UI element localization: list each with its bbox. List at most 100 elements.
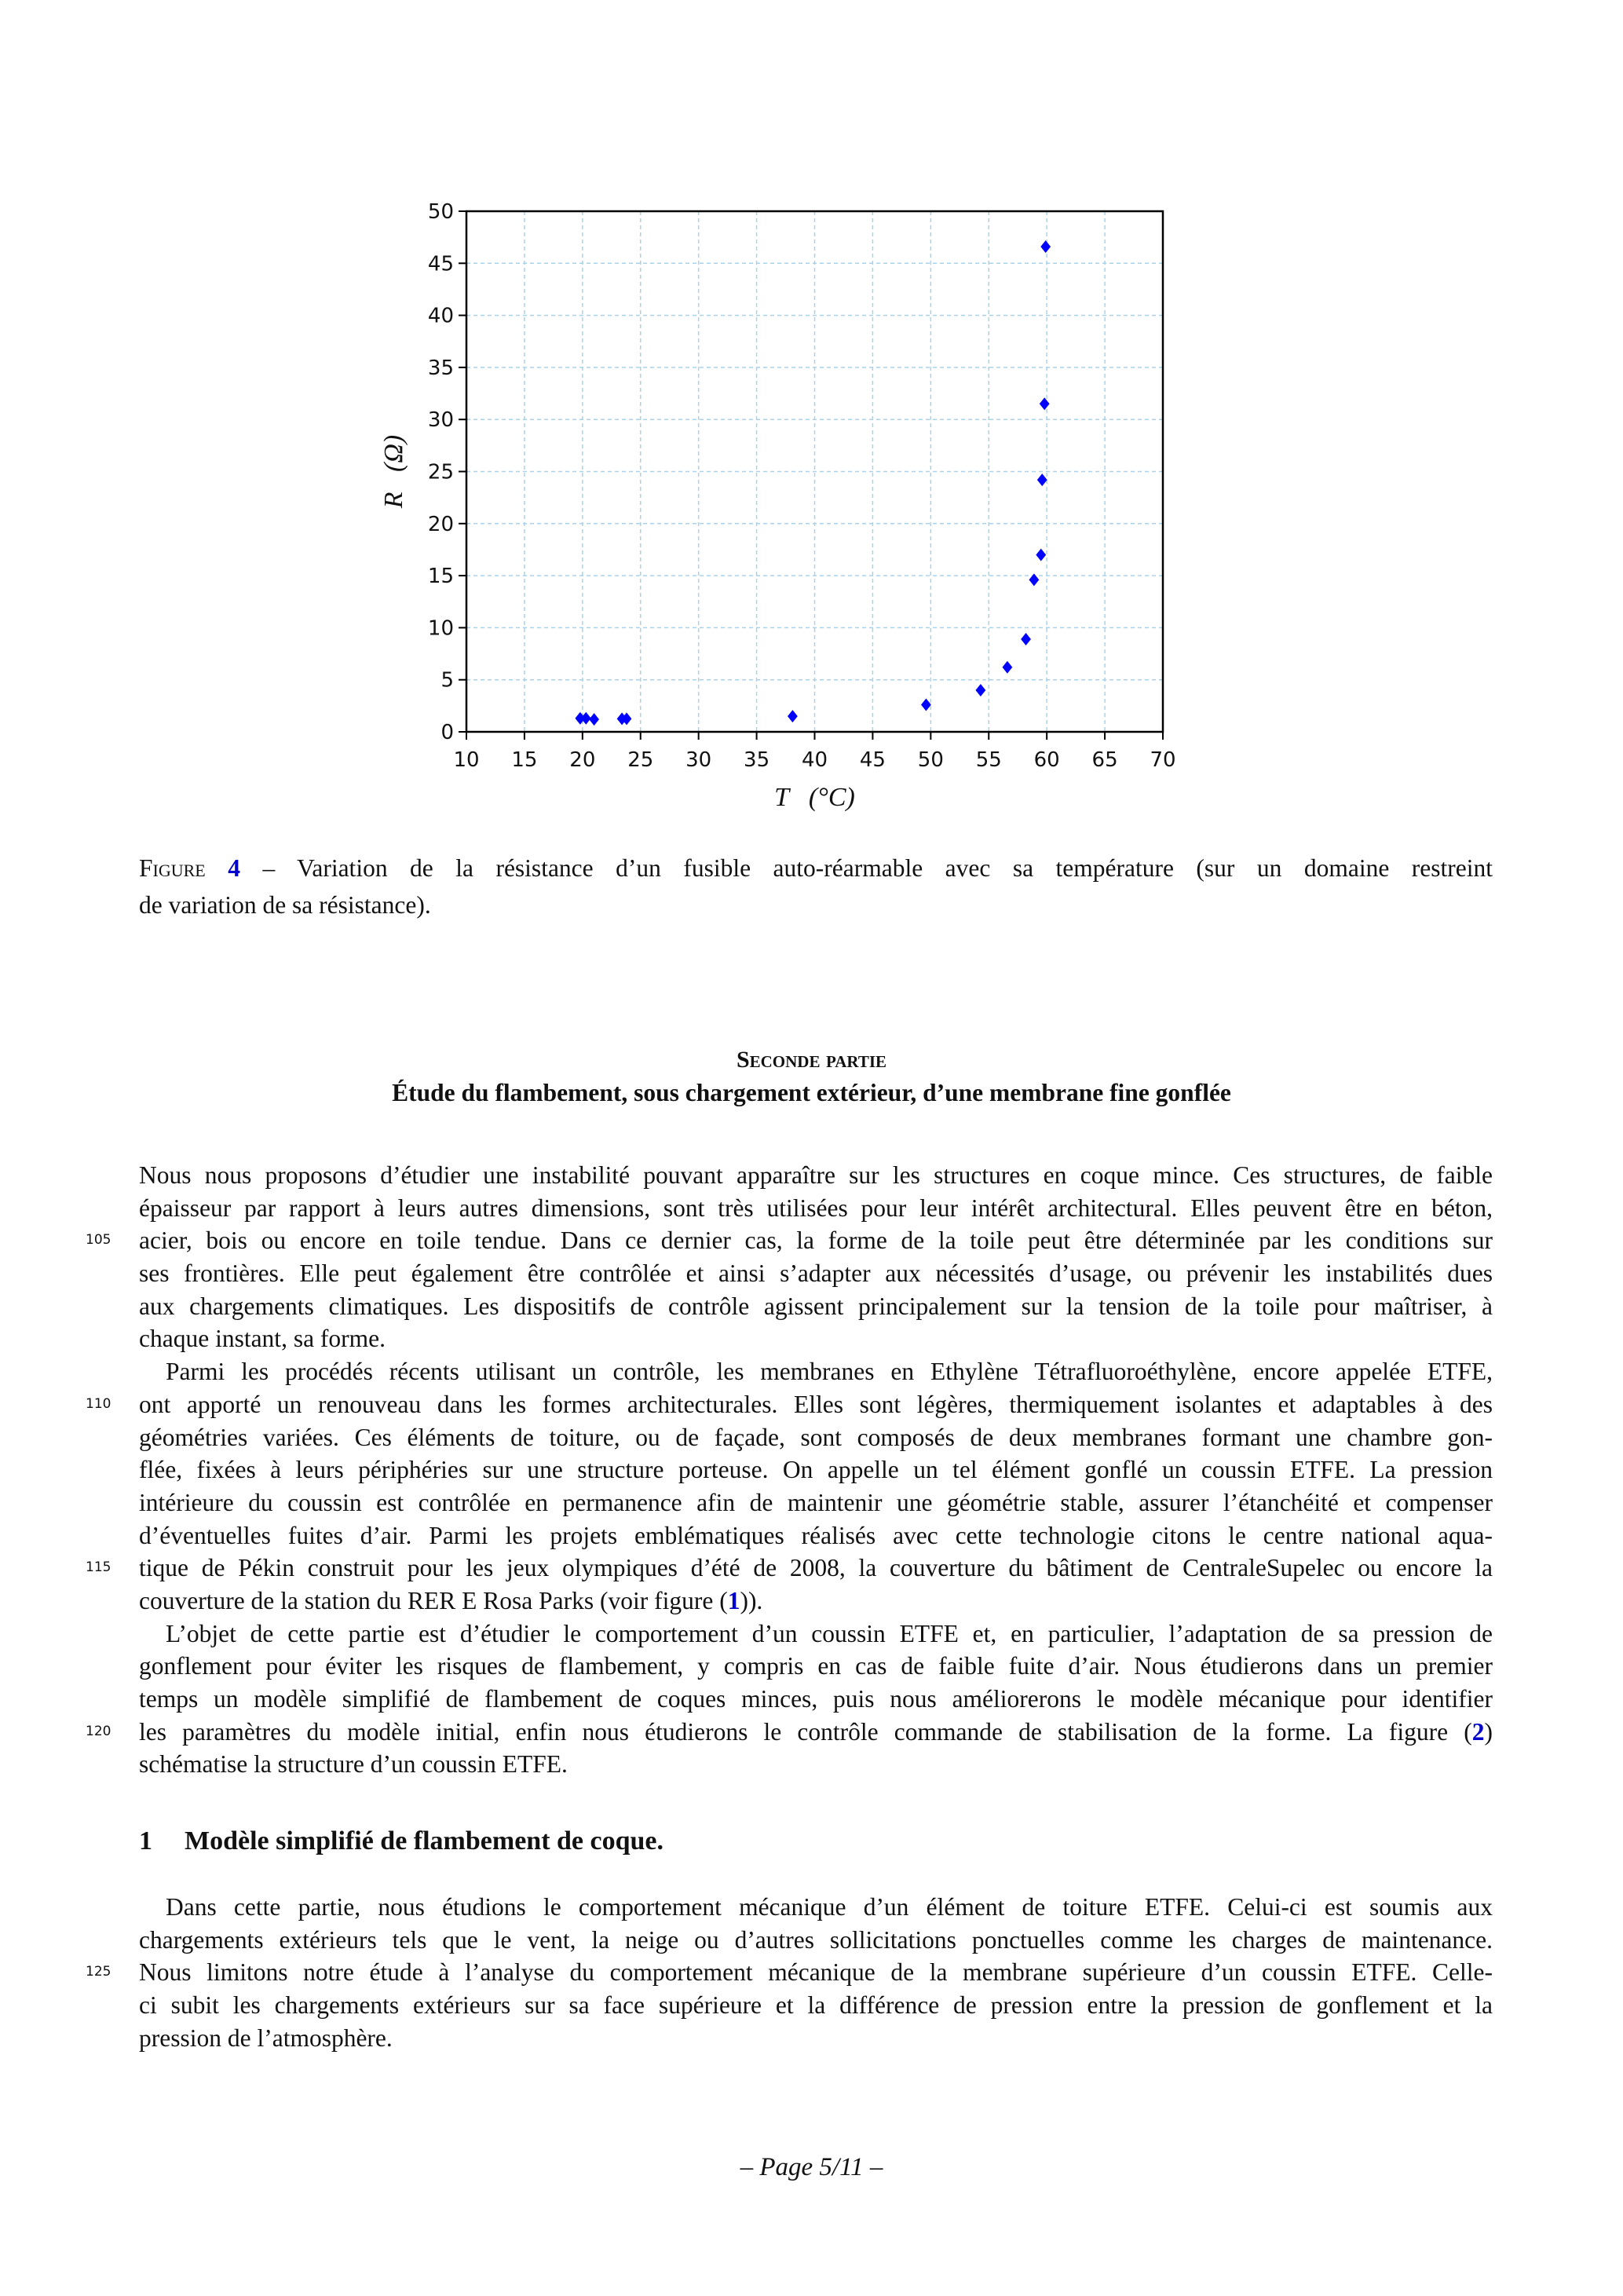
y-tick-label: 5 [440, 669, 454, 693]
data-point [788, 710, 798, 723]
section-text: Dans cette partie, nous étudions le comp… [86, 1891, 1493, 2055]
caption-text: de variation de sa résistance). [139, 891, 431, 919]
text-line: couverture de la station du RER E Rosa P… [139, 1585, 1493, 1618]
text-line: les paramètres du modèle initial, enfin … [86, 1716, 1493, 1749]
x-axis-label: T (°C) [774, 783, 855, 812]
part-title: Étude du flambement, sous chargement ext… [392, 1079, 1231, 1106]
line-text: chargements extérieurs tels que le vent,… [139, 1925, 1493, 1954]
section-title: Modèle simplifié de flambement de coque. [185, 1826, 664, 1855]
line-text: flée, fixées à leurs périphéries sur une… [139, 1456, 1493, 1484]
data-point [1040, 240, 1051, 254]
data-point [1029, 573, 1040, 587]
data-point [589, 713, 600, 726]
line-text: couverture de la station du RER E Rosa P… [139, 1586, 728, 1614]
y-tick-label: 30 [428, 408, 454, 432]
x-tick-label: 50 [918, 748, 944, 772]
data-point [975, 683, 986, 696]
line-text: géométries variées. Ces éléments de toit… [139, 1423, 1493, 1451]
line-text: Parmi les procédés récents utilisant un … [166, 1358, 1493, 1386]
text-line: intérieure du coussin est contrôlée en p… [139, 1486, 1493, 1519]
line-text: ont apporté un renouveau dans les formes… [139, 1390, 1493, 1418]
line-number: 105 [86, 1232, 111, 1249]
text-line: pression de l’atmosphère. [139, 2022, 1493, 2055]
y-tick-label: 25 [428, 461, 454, 484]
line-text: pression de l’atmosphère. [139, 2024, 393, 2052]
text-line: chargements extérieurs tels que le vent,… [139, 1924, 1493, 1957]
text-line: d’éventuelles fuites d’air. Parmi les pr… [139, 1519, 1493, 1552]
line-text: ses frontières. Elle peut également être… [139, 1260, 1493, 1288]
text-line: tique de Pékin construit pour les jeux o… [86, 1552, 1493, 1585]
y-axis-label: R (Ω) [379, 435, 408, 510]
line-text: épaisseur par rapport à leurs autres dim… [139, 1194, 1493, 1222]
line-text: tique de Pékin construit pour les jeux o… [139, 1554, 1493, 1582]
text-line: flée, fixées à leurs périphéries sur une… [139, 1453, 1493, 1486]
text-line: aux chargements climatiques. Les disposi… [139, 1290, 1493, 1323]
text-line: Parmi les procédés récents utilisant un … [139, 1355, 1493, 1388]
text-line: ont apporté un renouveau dans les formes… [86, 1388, 1493, 1421]
y-tick-label: 20 [428, 513, 454, 536]
paragraph: Parmi les procédés récents utilisant un … [86, 1355, 1493, 1618]
figure-reference-link[interactable]: 1 [727, 1586, 740, 1614]
line-text: Dans cette partie, nous étudions le comp… [166, 1893, 1493, 1921]
caption-label: Figure [139, 854, 206, 882]
x-tick-label: 60 [1034, 748, 1060, 772]
line-text: ) [1484, 1717, 1493, 1746]
part-label: Seconde partie [736, 1047, 887, 1073]
plot-frame [465, 210, 1164, 733]
intro-text: Nous nous proposons d’étudier une instab… [86, 1159, 1493, 1781]
x-tick-label: 55 [976, 748, 1002, 772]
line-text: Nous nous proposons d’étudier une instab… [139, 1161, 1493, 1189]
y-tick-label: 10 [428, 616, 454, 640]
line-text: acier, bois ou encore en toile tendue. D… [139, 1227, 1493, 1255]
text-line: ci subit les chargements extérieurs sur … [139, 1989, 1493, 2022]
data-point [575, 711, 586, 725]
x-tick-label: 40 [802, 748, 828, 772]
line-number: 110 [86, 1395, 111, 1412]
y-tick-label: 40 [428, 305, 454, 328]
line-text: Nous limitons notre étude à l’analyse du… [139, 1958, 1493, 1987]
line-text: aux chargements climatiques. Les disposi… [139, 1292, 1493, 1320]
text-line: acier, bois ou encore en toile tendue. D… [86, 1224, 1493, 1257]
y-tick-label: 15 [428, 565, 454, 588]
x-tick-label: 25 [627, 748, 653, 772]
text-line: ses frontières. Elle peut également être… [139, 1257, 1493, 1290]
line-text: )). [740, 1586, 763, 1614]
figure-caption: Figure 4 – Variation de la résistance d’… [139, 850, 1493, 923]
resistance-temperature-chart: 10 15 20 25 30 35 40 45 50 55 60 65 70 0 5 10 15 20 25 30 35… [379, 200, 1176, 812]
data-point [1036, 473, 1047, 487]
data-point [1039, 397, 1050, 411]
text-line: Nous limitons notre étude à l’analyse du… [86, 1956, 1493, 1989]
data-point [1036, 548, 1047, 561]
x-tick-label: 20 [569, 748, 595, 772]
caption-text: – Variation de la résistance d’un fusibl… [239, 854, 1493, 882]
figure-reference-link[interactable]: 2 [1471, 1717, 1485, 1746]
data-point [1021, 632, 1031, 645]
section-number: 1 [139, 1826, 152, 1855]
line-text: d’éventuelles fuites d’air. Parmi les pr… [139, 1521, 1493, 1549]
x-tick-label: 65 [1092, 748, 1118, 772]
text-line: Nous nous proposons d’étudier une instab… [139, 1159, 1493, 1192]
caption-number[interactable]: 4 [228, 854, 240, 882]
line-text: ci subit les chargements extérieurs sur … [139, 1991, 1493, 2020]
text-line: temps un modèle simplifié de flambement … [139, 1683, 1493, 1716]
text-line: Dans cette partie, nous étudions le comp… [139, 1891, 1493, 1924]
text-line: chaque instant, sa forme. [139, 1322, 1493, 1355]
y-tick-label: 50 [428, 200, 454, 224]
paragraph: Dans cette partie, nous étudions le comp… [86, 1891, 1493, 2055]
y-tick-label: 35 [428, 356, 454, 380]
x-tick-label: 70 [1150, 748, 1175, 772]
line-text: chaque instant, sa forme. [139, 1325, 386, 1353]
text-line: L’objet de cette partie est d’étudier le… [139, 1618, 1493, 1651]
x-tick-label: 10 [453, 748, 479, 772]
line-text: temps un modèle simplifié de flambement … [139, 1685, 1493, 1713]
line-text: les paramètres du modèle initial, enfin … [139, 1717, 1472, 1746]
line-number: 125 [86, 1964, 111, 1980]
page-footer: – Page 5/11 – [740, 2153, 883, 2181]
text-line: géométries variées. Ces éléments de toit… [139, 1421, 1493, 1454]
x-tick-label: 30 [685, 748, 711, 772]
text-line: schématise la structure d’un coussin ETF… [139, 1748, 1493, 1781]
text-line: épaisseur par rapport à leurs autres dim… [139, 1192, 1493, 1225]
line-text: L’objet de cette partie est d’étudier le… [166, 1619, 1493, 1647]
x-tick-label: 45 [860, 748, 886, 772]
line-text: schématise la structure d’un coussin ETF… [139, 1750, 568, 1779]
